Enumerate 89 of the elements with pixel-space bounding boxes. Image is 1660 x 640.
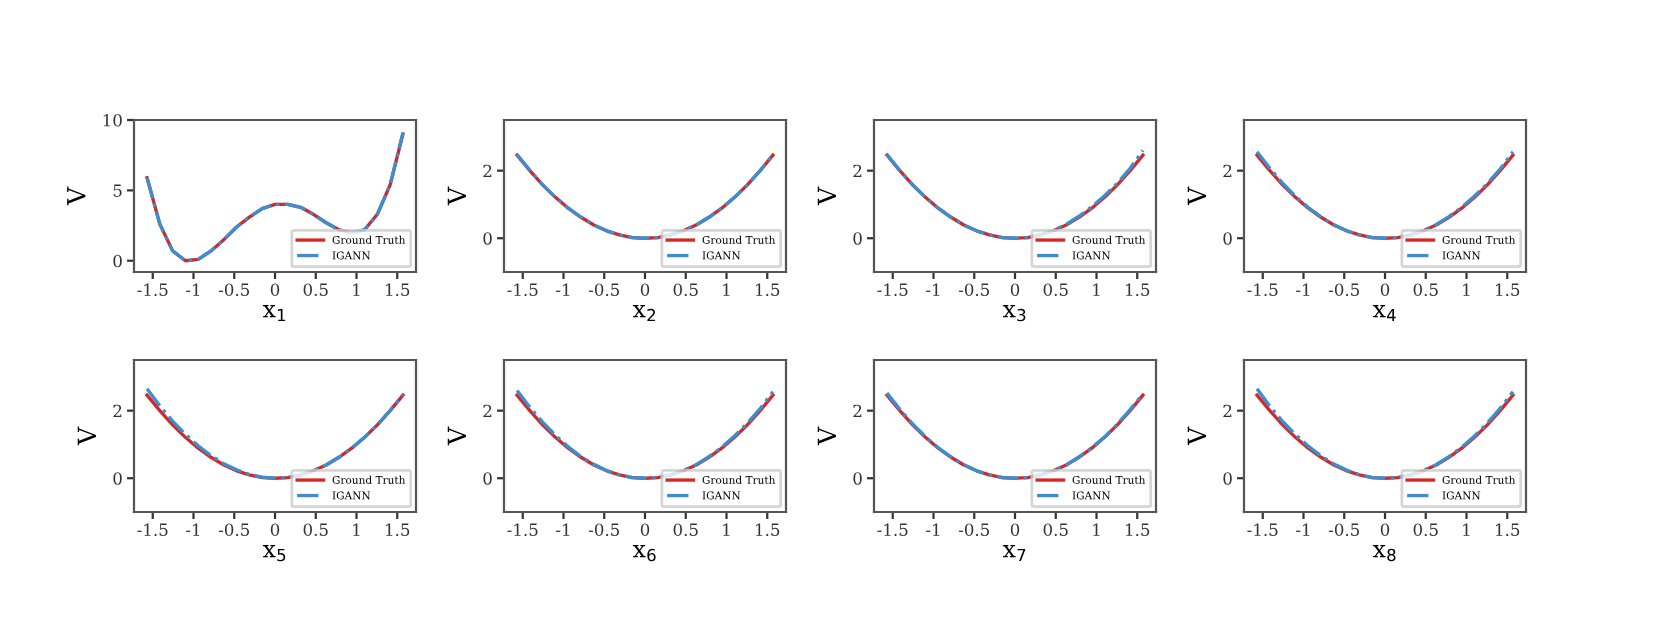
y-tick-label: 0 bbox=[1223, 232, 1232, 245]
x-tick-label: 0 bbox=[1380, 283, 1390, 297]
x-tick-label: 1.5 bbox=[1126, 523, 1150, 537]
y-axis-title: V bbox=[817, 426, 836, 446]
x-axis-title: x$_{3}$ bbox=[1002, 304, 1026, 322]
y-tick-label: 0 bbox=[1223, 472, 1232, 485]
y-axis-title: V bbox=[447, 426, 466, 446]
x-tick-label: -1 bbox=[926, 523, 940, 536]
x-tick-label: 1.5 bbox=[756, 283, 780, 297]
y-tick-label: 0 bbox=[853, 472, 862, 485]
x-tick-label: 0.5 bbox=[673, 523, 698, 537]
y-tick-label: 2 bbox=[853, 164, 862, 177]
x-axis-title: x$_{1}$ bbox=[262, 304, 286, 322]
x-tick-label: 1.5 bbox=[1126, 283, 1150, 297]
x-tick-label: -1.5 bbox=[877, 523, 908, 537]
x-tick-label: -1 bbox=[1296, 283, 1310, 296]
y-tick-label: 2 bbox=[483, 164, 492, 177]
x-axis-title: x$_{4}$ bbox=[1372, 304, 1396, 322]
y-tick-label: 0 bbox=[853, 232, 862, 245]
y-tick-label: 2 bbox=[853, 404, 862, 417]
y-tick-label: 0 bbox=[113, 472, 122, 485]
y-tick-label: 2 bbox=[1223, 164, 1232, 177]
x-tick-label: -1.5 bbox=[1247, 283, 1278, 297]
x-tick-label: 0 bbox=[270, 523, 280, 537]
y-axis-title: V bbox=[77, 426, 96, 446]
x-tick-label: -0.5 bbox=[218, 283, 250, 297]
x-tick-label: 0.5 bbox=[1043, 523, 1068, 537]
y-axis-title: V bbox=[1187, 426, 1206, 446]
y-tick-label: 2 bbox=[483, 404, 492, 417]
y-tick-label: 2 bbox=[1223, 404, 1232, 417]
x-tick-label: 1.5 bbox=[1496, 283, 1520, 297]
x-axis-title: x$_{7}$ bbox=[1002, 544, 1026, 562]
x-tick-label: 1.5 bbox=[756, 523, 780, 537]
x-tick-label: -0.5 bbox=[218, 523, 250, 537]
x-tick-label: -1 bbox=[926, 283, 940, 296]
x-tick-label: 1 bbox=[353, 523, 360, 536]
x-tick-label: -1 bbox=[556, 523, 570, 536]
x-tick-label: 1 bbox=[723, 523, 730, 536]
y-tick-label: 10 bbox=[103, 113, 122, 127]
x-tick-label: 0.5 bbox=[1413, 523, 1438, 537]
x-tick-label: -0.5 bbox=[958, 523, 990, 537]
x-axis-title: x$_{6}$ bbox=[632, 544, 656, 562]
x-tick-label: 0 bbox=[1380, 523, 1390, 537]
x-tick-label: -0.5 bbox=[958, 283, 990, 297]
y-axis-title: V bbox=[817, 186, 836, 206]
x-tick-label: 1 bbox=[723, 283, 730, 296]
y-axis-title: V bbox=[1187, 186, 1206, 206]
x-tick-label: 1 bbox=[1463, 523, 1470, 536]
x-tick-label: -1.5 bbox=[137, 283, 168, 297]
x-tick-label: -0.5 bbox=[588, 523, 620, 537]
y-axis-title: V bbox=[67, 186, 86, 206]
x-tick-label: 0 bbox=[640, 523, 650, 537]
x-tick-label: 0.5 bbox=[1043, 283, 1068, 297]
x-tick-label: 0.5 bbox=[1413, 283, 1438, 297]
x-tick-label: 0 bbox=[1010, 523, 1020, 537]
x-tick-label: -1.5 bbox=[877, 283, 908, 297]
x-tick-label: 1.5 bbox=[386, 283, 410, 297]
y-axis-title: V bbox=[447, 186, 466, 206]
x-axis-title: x$_{2}$ bbox=[632, 304, 656, 322]
x-tick-label: 0 bbox=[640, 283, 650, 297]
x-tick-label: -0.5 bbox=[588, 283, 620, 297]
x-tick-label: 0 bbox=[270, 283, 280, 297]
y-tick-label: 0 bbox=[113, 254, 122, 268]
x-tick-label: 0.5 bbox=[303, 523, 328, 537]
x-tick-label: -1.5 bbox=[507, 283, 538, 297]
x-tick-label: 1 bbox=[353, 283, 360, 296]
x-tick-label: 0.5 bbox=[673, 283, 698, 297]
y-tick-label: 0 bbox=[483, 472, 492, 485]
x-tick-label: 1 bbox=[1463, 283, 1470, 296]
x-tick-label: -1.5 bbox=[137, 523, 168, 537]
x-tick-label: -0.5 bbox=[1328, 283, 1360, 297]
x-tick-label: -1.5 bbox=[507, 523, 538, 537]
y-tick-label: 2 bbox=[113, 404, 122, 417]
x-tick-label: 0.5 bbox=[303, 283, 328, 297]
x-tick-label: 0 bbox=[1010, 283, 1020, 297]
y-tick-label: 0 bbox=[483, 232, 492, 245]
x-axis-title: x$_{8}$ bbox=[1372, 544, 1396, 562]
x-tick-label: -1 bbox=[186, 283, 200, 296]
x-axis-title: x$_{5}$ bbox=[262, 544, 286, 562]
x-tick-label: 1.5 bbox=[386, 523, 410, 537]
x-tick-label: 1.5 bbox=[1496, 523, 1520, 537]
x-tick-label: -1 bbox=[186, 523, 200, 536]
x-tick-label: -1 bbox=[556, 283, 570, 296]
x-tick-label: 1 bbox=[1093, 523, 1100, 536]
x-tick-label: 1 bbox=[1093, 283, 1100, 296]
x-tick-label: -0.5 bbox=[1328, 523, 1360, 537]
x-tick-label: -1 bbox=[1296, 523, 1310, 536]
x-tick-label: -1.5 bbox=[1247, 523, 1278, 537]
y-tick-label: 5 bbox=[113, 184, 122, 197]
